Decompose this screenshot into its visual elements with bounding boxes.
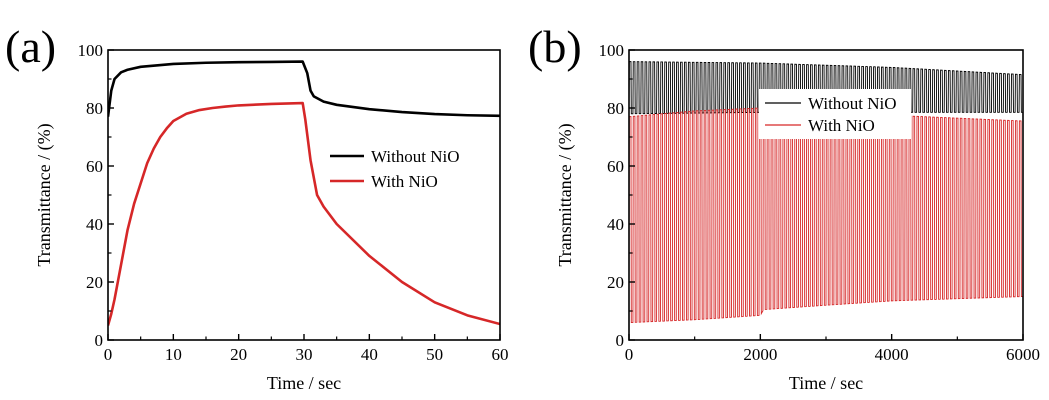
- x-tick-label: 6000: [1006, 345, 1040, 364]
- x-tick-label: 2000: [743, 345, 777, 364]
- y-tick-label: 20: [607, 273, 624, 292]
- x-tick-label: 0: [104, 345, 113, 364]
- series-line: [108, 60, 500, 118]
- plot-area: [108, 60, 500, 326]
- x-tick-label: 10: [165, 345, 182, 364]
- legend-label: Without NiO: [808, 94, 897, 113]
- y-tick-label: 0: [95, 331, 104, 350]
- y-tick-label: 60: [607, 157, 624, 176]
- x-axis-title: Time / sec: [789, 373, 863, 393]
- y-tick-label: 60: [86, 157, 103, 176]
- panel-a: (a) 0 10 20 30 40 50 60 0 20 40 60 80 100 Time / sec Tr…: [5, 21, 509, 393]
- x-tick-label: 50: [426, 345, 443, 364]
- panel-label: (a): [5, 21, 56, 72]
- y-tick-label: 40: [607, 215, 624, 234]
- y-tick-label: 20: [86, 273, 103, 292]
- series-line: [629, 107, 1023, 323]
- series-line: [108, 101, 500, 326]
- legend-box: [759, 89, 911, 139]
- legend: Without NiO With NiO: [330, 147, 460, 191]
- x-tick-label: 40: [361, 345, 378, 364]
- legend: Without NiO With NiO: [759, 89, 911, 139]
- y-axis-title: Transmittance / (%): [555, 123, 576, 266]
- x-tick-label: 20: [230, 345, 247, 364]
- y-tick-label: 80: [86, 99, 103, 118]
- legend-label: With NiO: [808, 116, 875, 135]
- y-tick-label: 100: [599, 41, 625, 60]
- legend-label: With NiO: [371, 172, 438, 191]
- y-tick-label: 40: [86, 215, 103, 234]
- y-tick-label: 80: [607, 99, 624, 118]
- x-tick-label: 0: [625, 345, 634, 364]
- x-tick-label: 60: [492, 345, 509, 364]
- legend-label: Without NiO: [371, 147, 460, 166]
- x-tick-label: 4000: [875, 345, 909, 364]
- y-tick-label: 100: [78, 41, 104, 60]
- plot-frame: [107, 49, 501, 341]
- x-axis-title: Time / sec: [267, 373, 341, 393]
- y-axis-title: Transmittance / (%): [34, 123, 55, 266]
- y-tick-label: 0: [616, 331, 625, 350]
- x-tick-label: 30: [296, 345, 313, 364]
- panel-label: (b): [528, 21, 582, 72]
- panel-b: (b) 0 2000 4000 6000 0 20 40 60 80 100 Time / sec Tr…: [528, 21, 1040, 393]
